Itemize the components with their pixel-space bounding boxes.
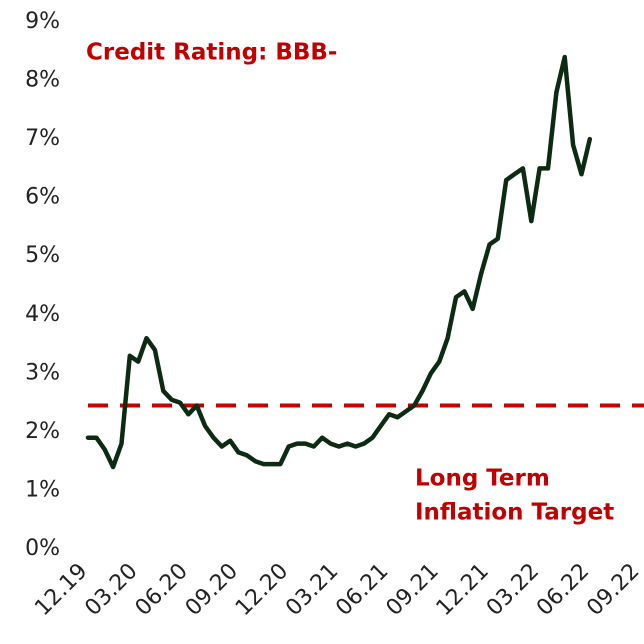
y-tick-label: 4% <box>25 302 60 327</box>
x-tick-label: 06.21 <box>331 559 393 621</box>
x-tick-label: 06.22 <box>532 559 594 621</box>
x-tick-label: 12.21 <box>432 559 494 621</box>
target-label: Inflation Target <box>415 500 614 526</box>
line-series <box>85 54 593 470</box>
y-tick-label: 5% <box>25 243 60 268</box>
x-tick-label: 03.22 <box>482 559 544 621</box>
y-tick-label: 0% <box>25 536 60 561</box>
y-tick-label: 7% <box>25 126 60 151</box>
y-tick-label: 8% <box>25 68 60 93</box>
y-tick-label: 6% <box>25 185 60 210</box>
target-label: Long Term <box>415 466 550 492</box>
y-tick-label: 1% <box>25 477 60 502</box>
x-tick-label: 09.22 <box>582 559 644 621</box>
y-tick-label: 3% <box>25 360 60 385</box>
y-tick-label: 9% <box>25 9 60 34</box>
x-tick-label: 09.20 <box>181 559 243 621</box>
x-tick-label: 12.19 <box>30 559 92 621</box>
annotation: Credit Rating: BBB- <box>86 40 337 66</box>
x-tick-label: 09.21 <box>382 559 444 621</box>
y-tick-label: 2% <box>25 419 60 444</box>
x-tick-label: 12.20 <box>231 559 293 621</box>
x-tick-label: 03.20 <box>80 559 142 621</box>
x-tick-label: 03.21 <box>281 559 343 621</box>
x-tick-label: 06.20 <box>131 559 193 621</box>
